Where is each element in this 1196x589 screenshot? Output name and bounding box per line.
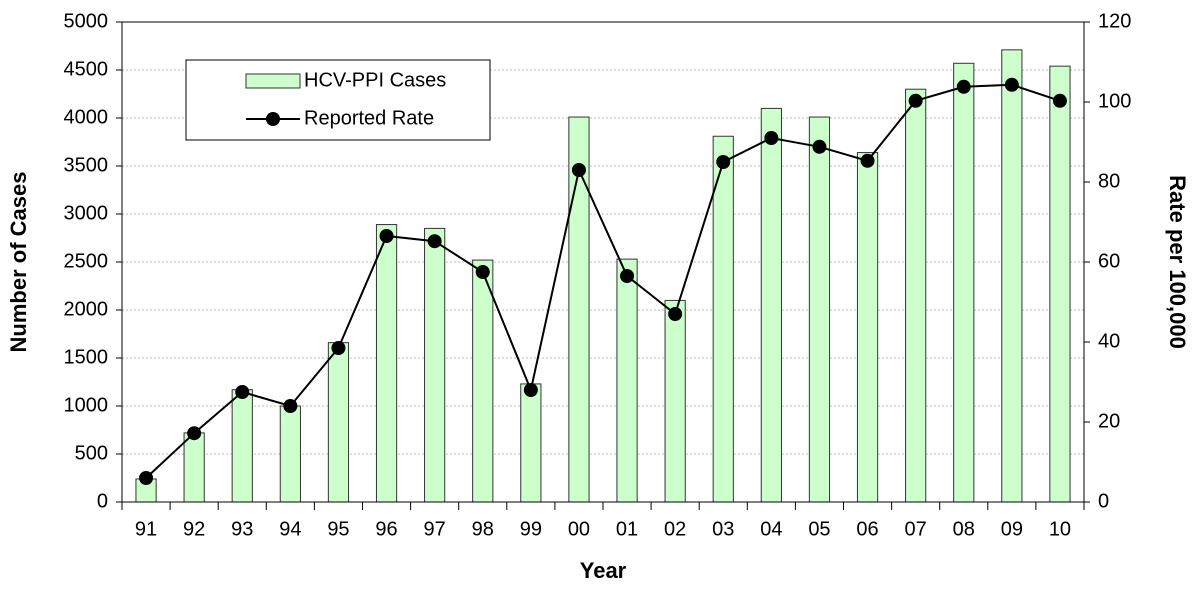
point [620,269,635,283]
line [145,83,1061,479]
bar [808,116,831,503]
x-tick-label: 04 [760,518,782,540]
x-tick-label: 02 [664,518,686,540]
y-tick-label: 3000 [64,202,109,224]
bar [712,135,734,503]
x-tick-label: 97 [424,518,446,540]
y2-tick-label: 80 [1098,170,1120,192]
point [475,265,490,279]
point [908,93,923,108]
y2-tick-label: 0 [1098,490,1109,512]
bar [664,299,686,503]
y-tick-label: 4500 [64,58,109,80]
x-tick-label: 92 [183,518,205,540]
bar [856,152,879,503]
point [571,163,586,177]
y2-tick-label: 100 [1098,90,1131,112]
point [379,229,394,243]
y2-tick-label: 40 [1098,330,1120,352]
x-tick-label: 95 [327,518,349,540]
bar [520,383,542,503]
x-tick-label: 09 [1001,518,1023,540]
point [1052,93,1067,108]
y-tick-label: 1000 [64,394,109,416]
plot-frame [121,21,1085,503]
x-tick-label: 94 [279,518,301,540]
x-tick-label: 01 [616,518,638,540]
legend-box [185,59,491,141]
legend-label: HCV-PPI Cases [304,69,446,91]
bar [953,62,975,503]
bar [472,259,494,503]
bar [231,389,253,503]
x-tick-label: 05 [808,518,830,540]
y2-tick-label: 120 [1098,10,1131,32]
x-tick-label: 07 [905,518,927,540]
point [283,399,298,413]
legend-swatch [245,73,301,89]
point [1004,77,1019,92]
y2-tick-label: 20 [1098,410,1120,432]
bar [616,258,638,503]
x-tick-label: 91 [135,518,157,540]
bar [1049,65,1071,503]
x-tick-label: 93 [231,518,253,540]
point [427,234,442,249]
bar [905,88,927,503]
x-tick-label: 10 [1049,518,1071,540]
bar [375,224,398,503]
x-axis-title: Year [580,558,627,583]
point [187,426,202,441]
y-tick-label: 2500 [64,250,109,272]
bar [327,342,350,503]
y2-axis-title: Rate per 100,000 [1165,175,1190,349]
x-tick-label: 99 [520,518,542,540]
x-tick-label: 98 [472,518,494,540]
legend-label: Reported Rate [304,107,434,129]
point [668,307,683,321]
bar [424,227,446,503]
bar [279,405,301,503]
y-axis-title: Number of Cases [6,172,31,353]
point [812,139,827,154]
y-tick-label: 1500 [64,346,109,368]
point [956,79,971,94]
y-tick-label: 2000 [64,298,109,320]
point [716,155,731,169]
y-tick-label: 500 [75,442,108,464]
legend-marker [266,112,280,126]
point [523,383,538,397]
point [860,153,875,168]
y-tick-label: 0 [97,490,108,512]
y-tick-label: 3500 [64,154,109,176]
x-tick-label: 03 [712,518,734,540]
y-tick-label: 4000 [64,106,109,128]
y-tick-label: 5000 [64,10,109,32]
x-tick-label: 96 [375,518,397,540]
bar [183,432,205,503]
bar [1001,49,1023,503]
point [764,131,779,145]
point [331,341,346,355]
x-tick-label: 06 [856,518,878,540]
y2-tick-label: 60 [1098,250,1120,272]
bar [760,107,782,503]
point [139,471,154,485]
x-tick-label: 08 [953,518,975,540]
point [235,385,250,399]
x-tick-label: 00 [568,518,590,540]
